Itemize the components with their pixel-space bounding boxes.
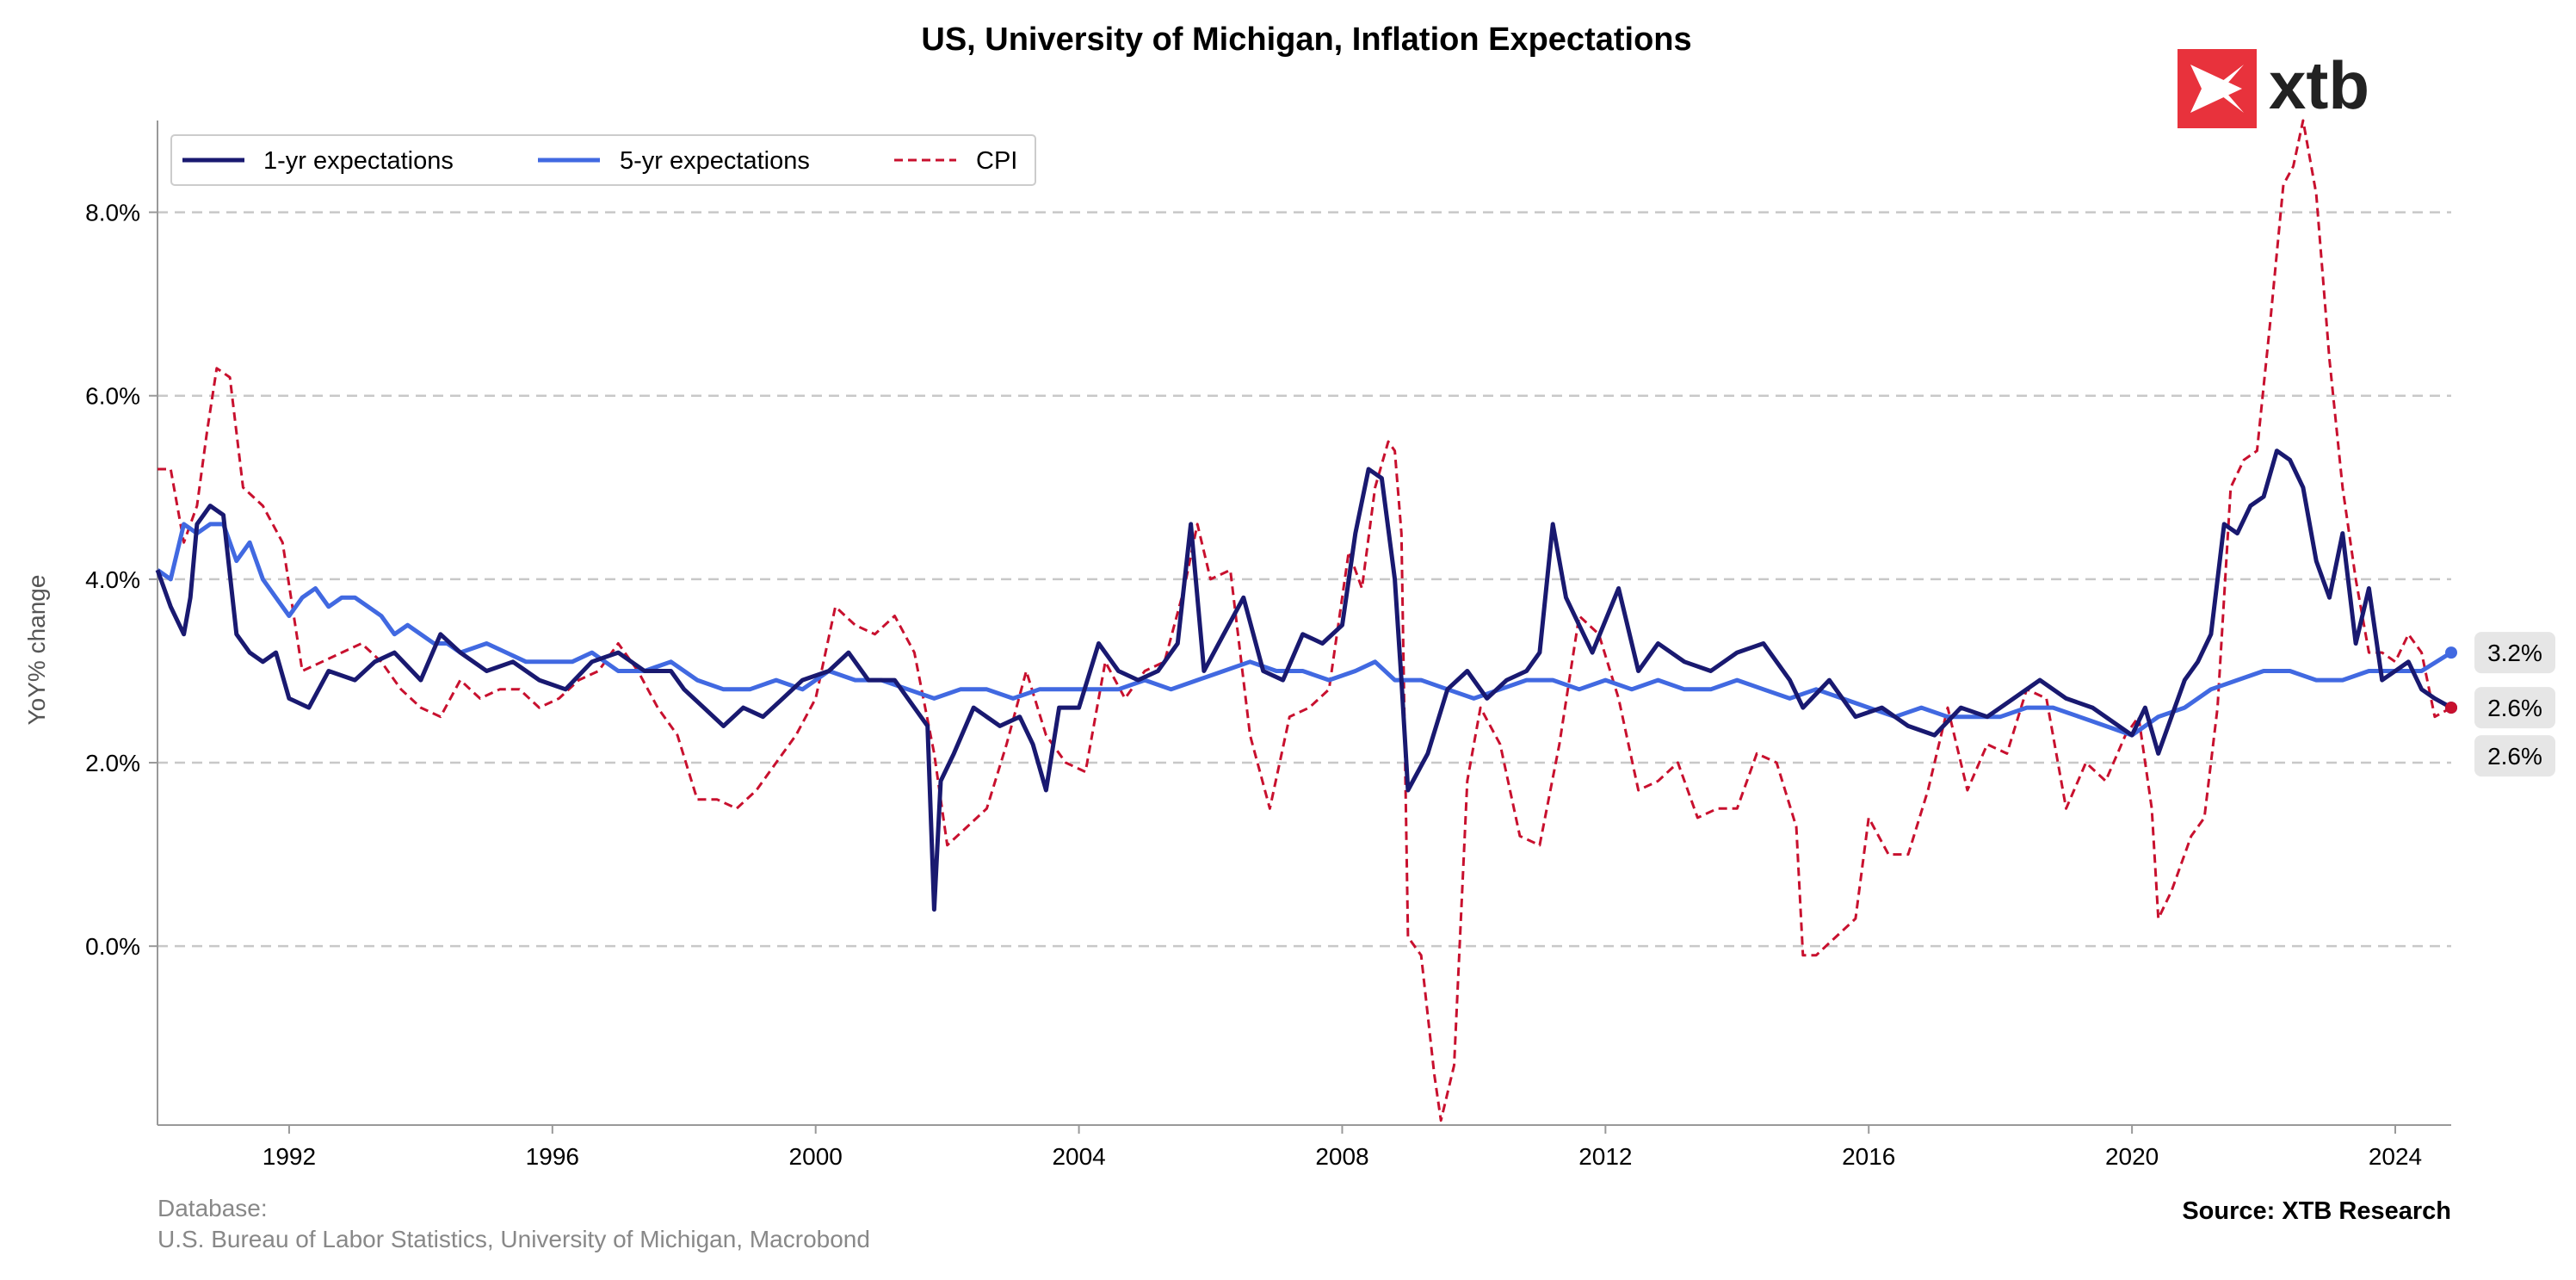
x-ticks: 1992 1996 2000 2004 2008 2012 2016 2020 2024: [263, 1125, 2422, 1170]
xtb-logo-text: xtb: [2269, 47, 2369, 123]
xtb-logo: xtb: [2178, 47, 2369, 128]
legend: 1-yr expectations 5-yr expectations CPI: [170, 134, 1036, 186]
footer-database-label: Database:: [158, 1195, 268, 1221]
xtb-x-logo-icon-mark-top: [2218, 65, 2244, 90]
end-value-badges: 3.2% 2.6% 2.6%: [2474, 632, 2555, 777]
end-value-badge: [2474, 735, 2555, 777]
series-lines: [155, 119, 2453, 1122]
legend-box: [170, 134, 1036, 186]
x-tick-label: 2000: [789, 1143, 843, 1170]
y-tick-label: 0.0%: [85, 933, 140, 960]
xtb-x-logo-icon-mark: [2190, 65, 2242, 113]
x-tick-label: 2016: [1842, 1143, 1895, 1170]
x-tick-label: 2024: [2369, 1143, 2422, 1170]
end-value-badge-label: 2.6%: [2487, 695, 2542, 721]
end-value-badge-label: 2.6%: [2487, 743, 2542, 770]
x-tick-label: 2012: [1578, 1143, 1632, 1170]
y-ticks: 0.0% 2.0% 4.0% 6.0% 8.0%: [85, 200, 158, 960]
gridlines: [158, 211, 2451, 948]
x-tick-label: 2004: [1052, 1143, 1105, 1170]
end-value-badge-label: 3.2%: [2487, 640, 2542, 666]
xtb-x-logo-icon-mark-bottom: [2218, 88, 2244, 113]
footer-source: Source: XTB Research: [2182, 1197, 2451, 1225]
legend-label-5yr: 5-yr expectations: [620, 147, 810, 175]
x-tick-label: 1992: [263, 1143, 316, 1170]
x-tick-label: 2020: [2105, 1143, 2159, 1170]
legend-label-cpi: CPI: [976, 147, 1017, 175]
axes: [157, 121, 2451, 1126]
series-endpoints: [2445, 646, 2457, 714]
x-tick-label: 1996: [526, 1143, 579, 1170]
legend-label-1yr: 1-yr expectations: [263, 147, 454, 175]
end-value-badge: [2474, 632, 2555, 674]
y-tick-label: 8.0%: [85, 200, 140, 226]
footer-database-sources: U.S. Bureau of Labor Statistics, Univers…: [158, 1226, 870, 1252]
x-tick-label: 2008: [1315, 1143, 1368, 1170]
y-axis-label: YoY% change: [23, 575, 50, 726]
endpoint-dot-cpi: [2445, 702, 2457, 714]
series-line-1yr: [155, 448, 2453, 912]
y-tick-label: 6.0%: [85, 383, 140, 410]
end-value-badge: [2474, 687, 2555, 729]
chart-title: US, University of Michigan, Inflation Ex…: [921, 22, 1691, 58]
series-line-cpi: [158, 119, 2452, 1122]
y-tick-label: 4.0%: [85, 566, 140, 593]
endpoint-dot-5yr: [2445, 646, 2457, 659]
series-line-5yr: [156, 522, 2453, 738]
y-tick-label: 2.0%: [85, 750, 140, 776]
